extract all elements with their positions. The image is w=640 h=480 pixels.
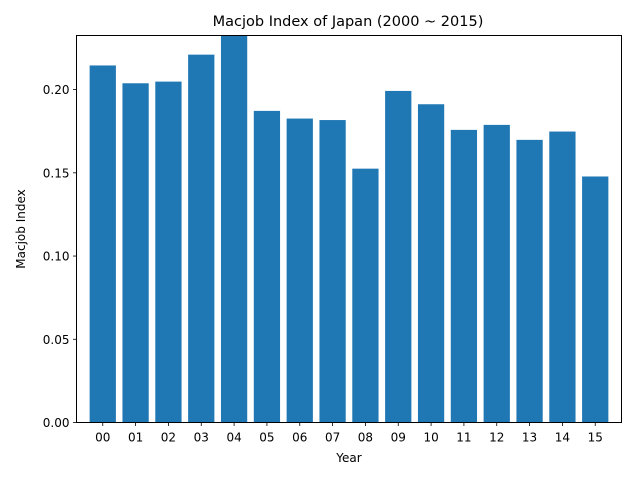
bar-00 <box>89 65 116 423</box>
bars-layer <box>89 35 609 423</box>
bar-12 <box>483 124 510 423</box>
bar-06 <box>286 118 313 423</box>
y-tick-label: 0.15 <box>43 166 70 180</box>
y-tick-label: 0.00 <box>43 416 70 430</box>
bar-14 <box>549 131 576 423</box>
y-axis-label: Macjob Index <box>14 189 28 268</box>
plot-frame <box>76 35 622 423</box>
bar-01 <box>122 83 149 423</box>
bar-02 <box>155 81 182 423</box>
bar-03 <box>188 54 215 423</box>
x-tick-label: 02 <box>161 431 176 445</box>
y-tick-label: 0.20 <box>43 83 70 97</box>
bar-04 <box>220 35 248 423</box>
x-tick-label: 05 <box>259 431 274 445</box>
bar-11 <box>450 129 478 423</box>
x-tick-label: 14 <box>555 431 570 445</box>
x-axis-ticks: 00 01 02 03 04 05 06 07 08 09 10 11 12 13 14 15 <box>95 422 603 445</box>
x-tick-label: 10 <box>423 431 438 445</box>
x-tick-label: 03 <box>194 431 209 445</box>
x-tick-label: 11 <box>456 431 471 445</box>
x-tick-label: 08 <box>358 431 373 445</box>
bar-13 <box>516 139 543 423</box>
bar-09 <box>385 90 412 423</box>
bar-08 <box>352 168 379 423</box>
bar-15 <box>582 176 609 423</box>
y-axis-ticks: 0.00 0.05 0.10 0.15 0.20 <box>43 83 77 430</box>
x-tick-label: 01 <box>128 431 143 445</box>
x-tick-label: 15 <box>588 431 603 445</box>
x-tick-label: 00 <box>95 431 110 445</box>
bar-05 <box>253 110 281 423</box>
y-tick-label: 0.10 <box>43 250 70 264</box>
x-tick-label: 12 <box>489 431 504 445</box>
bar-10 <box>417 104 445 423</box>
x-tick-label: 09 <box>391 431 406 445</box>
x-tick-label: 04 <box>226 431 241 445</box>
bar-07 <box>319 120 346 423</box>
x-tick-label: 06 <box>292 431 307 445</box>
chart-title: Macjob Index of Japan (2000 ~ 2015) <box>213 14 484 30</box>
x-tick-label: 07 <box>325 431 340 445</box>
x-tick-label: 13 <box>522 431 537 445</box>
x-axis-label: Year <box>335 451 361 465</box>
y-tick-label: 0.05 <box>43 333 70 347</box>
